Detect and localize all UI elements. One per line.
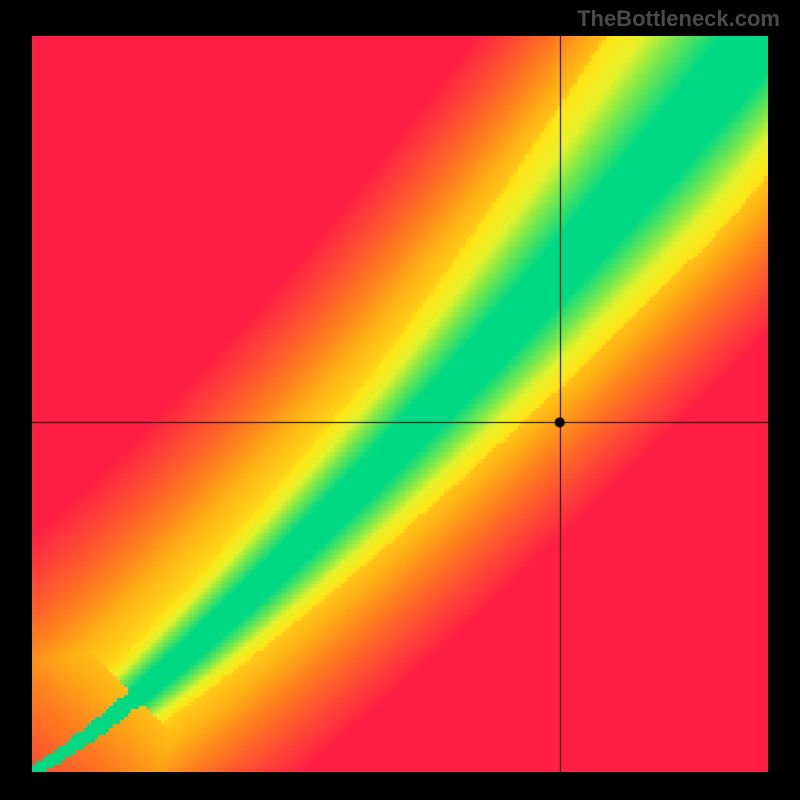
chart-container: TheBottleneck.com <box>0 0 800 800</box>
watermark-text: TheBottleneck.com <box>577 6 780 32</box>
bottleneck-heatmap <box>32 36 768 772</box>
